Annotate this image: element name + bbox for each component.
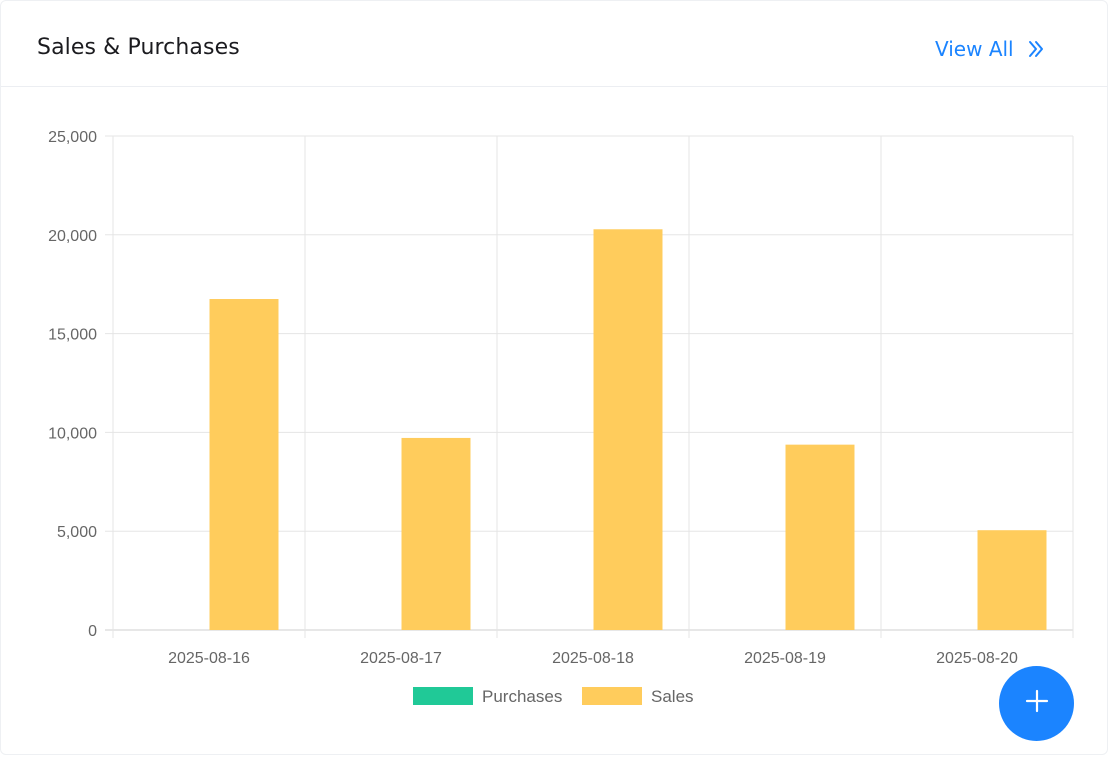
x-tick-label: 2025-08-19: [744, 650, 826, 667]
bar-chart: 0 5,000 10,000 15,000 20,000 25,000 2025-08-16…: [48, 129, 1074, 706]
card-title: Sales & Purchases: [37, 35, 240, 60]
y-tick-label: 20,000: [48, 228, 97, 245]
plus-icon: [1025, 689, 1049, 718]
view-all-label: View All: [935, 37, 1014, 61]
sales-bar: [401, 437, 471, 630]
legend-swatch-purchases: [413, 687, 473, 705]
x-tick-label: 2025-08-18: [552, 650, 634, 667]
add-fab-button[interactable]: [999, 666, 1074, 741]
sales-bar: [209, 299, 279, 630]
view-all-link[interactable]: View All: [935, 37, 1044, 61]
y-tick-label: 25,000: [48, 129, 97, 146]
legend-label-purchases: Purchases: [482, 687, 562, 706]
sales-bar: [593, 229, 663, 630]
legend-label-sales: Sales: [651, 687, 694, 706]
sales-bar: [785, 444, 855, 630]
y-tick-label: 10,000: [48, 425, 97, 442]
double-chevron-right-icon: [1028, 40, 1044, 58]
sales-bar: [977, 530, 1047, 630]
x-tick-label: 2025-08-17: [360, 650, 442, 667]
y-tick-label: 5,000: [57, 524, 97, 541]
legend-swatch-sales: [582, 687, 642, 705]
chart-area: 0 5,000 10,000 15,000 20,000 25,000 2025-08-16…: [1, 87, 1108, 756]
card-header: Sales & Purchases View All: [1, 1, 1108, 87]
x-tick-label: 2025-08-16: [168, 650, 250, 667]
x-tick-label: 2025-08-20: [936, 650, 1018, 667]
y-tick-label: 0: [88, 623, 97, 640]
y-tick-label: 15,000: [48, 327, 97, 344]
